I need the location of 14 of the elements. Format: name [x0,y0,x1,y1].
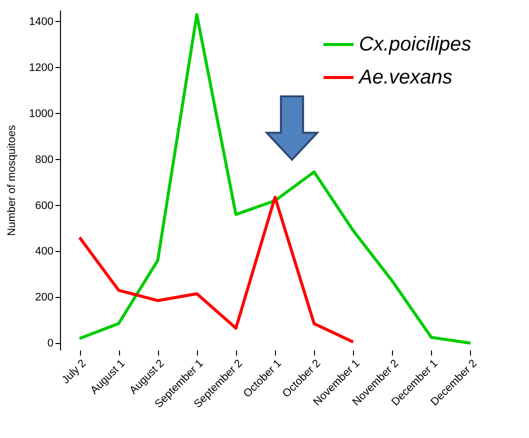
y-tick-label: 1000 [29,108,54,120]
y-tick-label: 200 [35,292,54,304]
y-tick-label: 600 [35,200,54,212]
y-tick-label: 800 [35,154,54,166]
y-axis-title: Number of mosquitoes [6,124,18,236]
y-tick-label: 0 [47,338,54,350]
legend-label: Ae.vexans [358,66,452,88]
line-series [78,196,355,344]
y-tick-label: 400 [35,246,54,258]
x-tick-label: July 2 [60,358,89,386]
legend-label: Cx.poicilipes [359,34,472,56]
y-tick-label: 1200 [29,62,54,74]
line-series [78,13,472,345]
y-tick-label: 1400 [29,16,54,28]
